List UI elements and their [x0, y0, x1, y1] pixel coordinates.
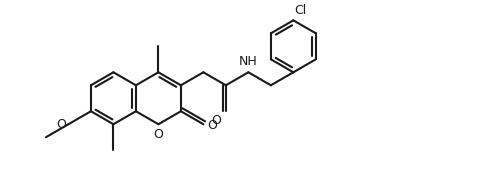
Text: O: O: [154, 128, 164, 141]
Text: O: O: [208, 119, 218, 132]
Text: Cl: Cl: [294, 3, 306, 17]
Text: O: O: [56, 118, 66, 131]
Text: NH: NH: [239, 55, 258, 68]
Text: O: O: [211, 114, 221, 127]
